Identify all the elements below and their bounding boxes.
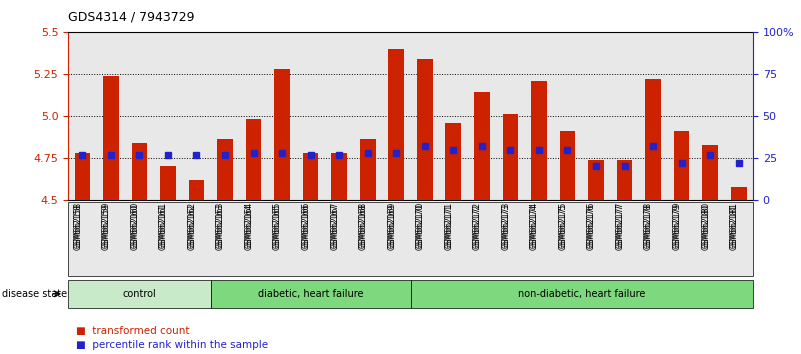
Bar — [445, 123, 461, 200]
Text: GSM662164: GSM662164 — [244, 204, 254, 250]
Bar — [303, 153, 319, 200]
Bar — [189, 180, 204, 200]
Text: GSM662176: GSM662176 — [587, 202, 596, 248]
Text: GSM662167: GSM662167 — [330, 204, 339, 250]
Text: GSM662179: GSM662179 — [673, 204, 682, 250]
Bar — [332, 153, 347, 200]
Text: GSM662175: GSM662175 — [558, 204, 567, 250]
Bar — [246, 119, 261, 200]
Text: GSM662172: GSM662172 — [473, 202, 482, 248]
Text: GSM662175: GSM662175 — [558, 202, 567, 248]
Text: disease state: disease state — [2, 289, 66, 299]
Text: GSM662171: GSM662171 — [445, 204, 453, 250]
Text: GSM662174: GSM662174 — [530, 202, 539, 248]
Text: GSM662161: GSM662161 — [159, 204, 168, 250]
Text: GSM662178: GSM662178 — [644, 204, 653, 250]
Bar — [560, 131, 575, 200]
Bar — [103, 75, 119, 200]
Text: GSM662170: GSM662170 — [416, 202, 425, 248]
Text: GSM662164: GSM662164 — [244, 202, 254, 248]
Text: GSM662174: GSM662174 — [530, 204, 539, 250]
Text: GSM662162: GSM662162 — [187, 204, 196, 250]
Bar — [131, 143, 147, 200]
Text: GSM662163: GSM662163 — [216, 204, 225, 250]
Text: GSM662180: GSM662180 — [701, 202, 710, 248]
Bar — [388, 48, 404, 200]
Text: ■  transformed count: ■ transformed count — [76, 326, 190, 336]
Bar — [588, 160, 604, 200]
Bar — [160, 166, 175, 200]
Bar — [702, 144, 718, 200]
Bar — [360, 139, 376, 200]
Text: GSM662176: GSM662176 — [587, 204, 596, 250]
Text: GSM662180: GSM662180 — [701, 204, 710, 250]
Text: GSM662178: GSM662178 — [644, 202, 653, 248]
Text: GSM662168: GSM662168 — [359, 204, 368, 250]
Text: diabetic, heart failure: diabetic, heart failure — [258, 289, 364, 299]
Text: GSM662167: GSM662167 — [330, 202, 339, 248]
Text: GSM662169: GSM662169 — [387, 202, 396, 248]
Text: GSM662168: GSM662168 — [359, 202, 368, 248]
Text: GSM662166: GSM662166 — [302, 202, 311, 248]
Bar — [674, 131, 690, 200]
Text: GSM662160: GSM662160 — [131, 202, 139, 248]
Bar — [646, 79, 661, 200]
Text: GSM662165: GSM662165 — [273, 202, 282, 248]
Bar — [502, 114, 518, 200]
Text: GSM662171: GSM662171 — [445, 202, 453, 248]
Text: GSM662159: GSM662159 — [102, 204, 111, 250]
Text: GSM662163: GSM662163 — [216, 202, 225, 248]
Bar — [217, 139, 233, 200]
Text: GSM662177: GSM662177 — [615, 202, 625, 248]
Text: GSM662160: GSM662160 — [131, 204, 139, 250]
Bar — [74, 153, 91, 200]
Text: control: control — [123, 289, 156, 299]
Bar — [274, 69, 290, 200]
Text: GSM662172: GSM662172 — [473, 204, 482, 250]
Text: GSM662169: GSM662169 — [387, 204, 396, 250]
Text: GSM662177: GSM662177 — [615, 204, 625, 250]
Text: GDS4314 / 7943729: GDS4314 / 7943729 — [68, 11, 195, 24]
Text: GSM662159: GSM662159 — [102, 202, 111, 248]
Text: GSM662170: GSM662170 — [416, 204, 425, 250]
Text: GSM662166: GSM662166 — [302, 204, 311, 250]
Text: GSM662181: GSM662181 — [730, 204, 739, 250]
Text: GSM662165: GSM662165 — [273, 204, 282, 250]
Text: GSM662162: GSM662162 — [187, 202, 196, 248]
Bar — [731, 187, 747, 200]
Text: GSM662173: GSM662173 — [501, 202, 510, 248]
Bar — [474, 92, 489, 200]
Text: non-diabetic, heart failure: non-diabetic, heart failure — [518, 289, 646, 299]
Bar — [617, 160, 632, 200]
Text: GSM662181: GSM662181 — [730, 202, 739, 248]
Text: ■  percentile rank within the sample: ■ percentile rank within the sample — [76, 340, 268, 350]
Text: GSM662179: GSM662179 — [673, 202, 682, 248]
Text: GSM662158: GSM662158 — [74, 202, 83, 248]
Text: GSM662173: GSM662173 — [501, 204, 510, 250]
Text: GSM662161: GSM662161 — [159, 202, 168, 248]
Bar — [417, 59, 433, 200]
Bar — [531, 81, 547, 200]
Text: GSM662158: GSM662158 — [74, 204, 83, 250]
